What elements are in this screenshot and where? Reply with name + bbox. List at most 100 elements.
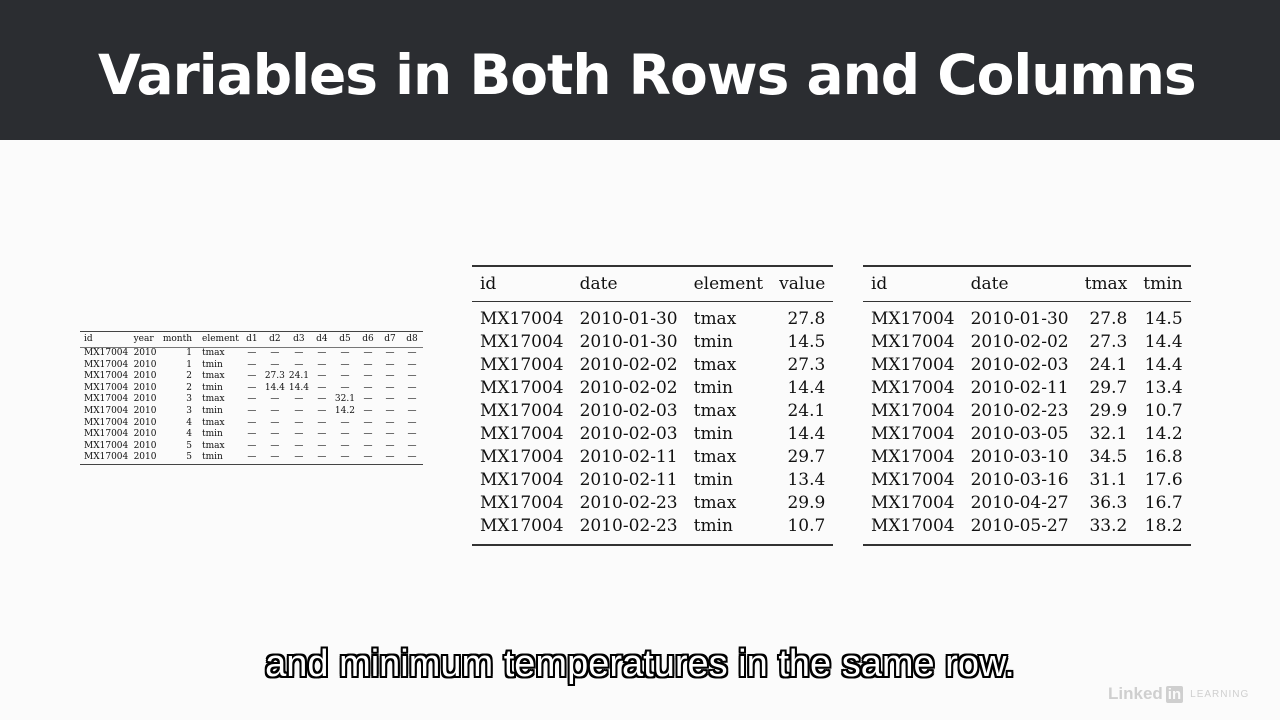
table-cell: 34.5	[1089, 447, 1128, 467]
table-row: MX17004 2010-04-27 36.3 16.7	[863, 492, 1191, 515]
table-cell: 2010	[133, 405, 157, 416]
table-cell: —	[247, 452, 257, 463]
table-cell: —	[294, 405, 304, 416]
table-cell: 1	[186, 348, 193, 358]
table-row: MX17004 2010 4 tmax — — — — — — — —	[80, 418, 423, 430]
table-cell: tmin	[202, 452, 223, 463]
table-cell: —	[270, 348, 280, 358]
table-cell: —	[247, 429, 257, 440]
table-cell: 24.1	[288, 371, 309, 382]
table-cell: 32.1	[1089, 424, 1128, 444]
table-cell: —	[407, 440, 417, 451]
table-cell: —	[317, 405, 327, 416]
table-cell: MX17004	[871, 332, 955, 352]
table-cell: —	[340, 382, 350, 393]
table-cell: —	[317, 394, 327, 405]
title-bar: Variables in Both Rows and Columns	[0, 0, 1280, 140]
table-cell: —	[407, 429, 417, 440]
table-row: MX17004 2010-02-02 tmax 27.3	[472, 354, 833, 377]
table-cell: 2010-01-30	[579, 332, 678, 352]
table-cell: 3	[186, 394, 193, 405]
table-cell: 14.4	[264, 382, 285, 393]
linkedin-learning-logo: Linked in LEARNING	[1108, 684, 1249, 704]
column-header: id	[84, 334, 93, 344]
table-cell: 27.3	[1089, 332, 1128, 352]
table-cell: 27.3	[264, 371, 285, 382]
table-cell: —	[247, 417, 257, 428]
table-wide: id year month element d1 d2 d3 d4 d5 d6 d7 d8 MX170…	[80, 331, 423, 465]
table-cell: —	[363, 359, 373, 370]
table-row: MX17004 2010-02-02 tmin 14.4	[472, 377, 833, 400]
table-cell: —	[317, 452, 327, 463]
table-row: MX17004 2010-03-10 34.5 16.8	[863, 446, 1191, 469]
table-cell: 14.2	[1144, 424, 1183, 444]
table-cell: tmax	[202, 417, 225, 428]
table-cell: 32.1	[334, 394, 355, 405]
table-cell: tmax	[202, 371, 225, 382]
table-cell: —	[340, 348, 350, 358]
column-header: year	[133, 334, 154, 344]
table-cell: —	[340, 371, 350, 382]
table-cell: 2010-02-03	[579, 424, 678, 444]
table-cell: —	[363, 405, 373, 416]
table-row: MX17004 2010-01-30 27.8 14.5	[863, 302, 1191, 332]
table-cell: 5	[186, 452, 193, 463]
table-row: MX17004 2010-02-11 29.7 13.4	[863, 377, 1191, 400]
table-cell: —	[407, 405, 417, 416]
table-cell: 18.2	[1144, 516, 1183, 536]
column-header: d2	[269, 334, 281, 344]
column-header: date	[579, 274, 618, 294]
table-cell: MX17004	[84, 371, 129, 382]
table-cell: MX17004	[84, 348, 129, 358]
table-cell: 2010	[133, 417, 157, 428]
table-cell: tmin	[202, 382, 223, 393]
column-header: month	[162, 334, 193, 344]
column-header: id	[871, 274, 888, 294]
table-row: MX17004 2010-02-03 tmin 14.4	[472, 423, 833, 446]
table-cell: MX17004	[871, 355, 955, 375]
table-cell: —	[363, 440, 373, 451]
table-cell: 14.4	[288, 382, 309, 393]
table-cell: MX17004	[871, 378, 955, 398]
table-cell: —	[385, 348, 395, 358]
table-cell: 2010-04-27	[970, 493, 1069, 513]
table-cell: 29.9	[787, 493, 826, 513]
table-cell: 2010	[133, 440, 157, 451]
table-cell: MX17004	[871, 401, 955, 421]
table-cell: —	[363, 348, 373, 358]
table-cell: 2010-02-03	[970, 355, 1069, 375]
table-row: MX17004 2010-02-23 29.9 10.7	[863, 400, 1191, 423]
table-cell: 2010	[133, 429, 157, 440]
table-cell: —	[407, 417, 417, 428]
table-cell: tmax	[202, 440, 225, 451]
table-cell: 14.4	[1144, 332, 1183, 352]
column-header: d7	[384, 334, 396, 344]
logo-brand: Linked	[1108, 684, 1163, 703]
table-cell: MX17004	[480, 447, 564, 467]
table-cell: 13.4	[787, 470, 826, 490]
table-cell: —	[363, 452, 373, 463]
table-row: MX17004 2010 2 tmin — 14.4 14.4 — — — — —	[80, 383, 423, 395]
table-cell: tmax	[693, 355, 737, 375]
table-cell: MX17004	[84, 440, 129, 451]
column-header: d5	[339, 334, 351, 344]
table-cell: tmax	[693, 309, 737, 329]
table-cell: —	[317, 440, 327, 451]
table-cell: —	[294, 359, 304, 370]
table-cell: 2010-02-02	[970, 332, 1069, 352]
video-caption: and minimum temperatures in the same row…	[265, 643, 1015, 685]
table-row: MX17004 2010-02-23 tmin 10.7	[472, 515, 833, 545]
table-cell: 2010	[133, 452, 157, 463]
column-header: d8	[406, 334, 418, 344]
table-cell: 27.3	[787, 355, 826, 375]
table-cell: 29.7	[1089, 378, 1128, 398]
table-cell: —	[385, 452, 395, 463]
table-cell: 2010-03-10	[970, 447, 1069, 467]
table-cell: tmax	[693, 447, 737, 467]
table-header-row: id date element value	[472, 266, 834, 302]
table-cell: tmin	[202, 429, 223, 440]
table-cell: —	[340, 440, 350, 451]
table-cell: tmax	[693, 493, 737, 513]
table-cell: tmin	[693, 378, 733, 398]
table-row: MX17004 2010-02-11 tmax 29.7	[472, 446, 833, 469]
